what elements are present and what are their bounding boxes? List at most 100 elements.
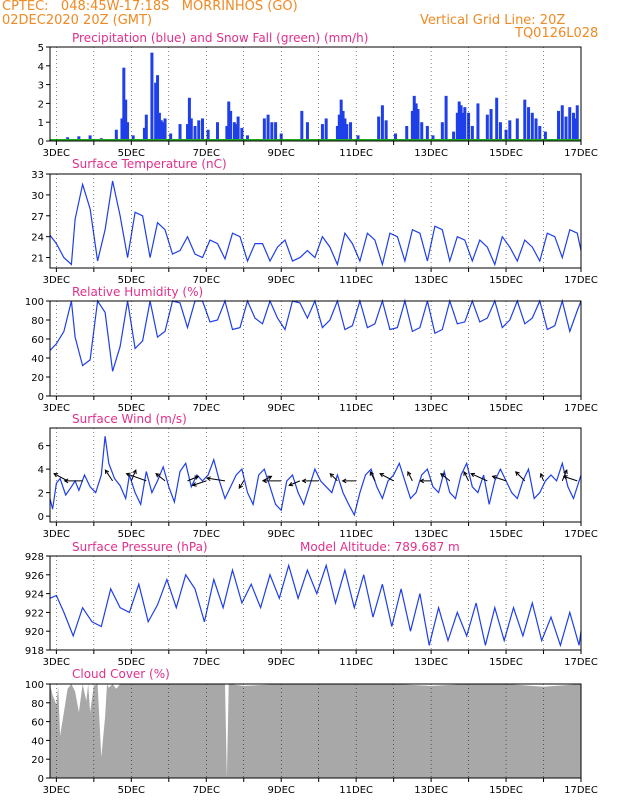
wind-vector-arrow [407, 471, 413, 482]
pressure-series-line [49, 563, 582, 648]
y-tick-label: 928 [25, 552, 44, 563]
precip-bar [163, 118, 167, 141]
cloud-plot-area [50, 684, 581, 778]
rh-title: Relative Humidity (%) [72, 285, 203, 299]
precip-bar [431, 135, 435, 141]
precip-bar [575, 105, 579, 141]
rh-panel: Relative Humidity (%) 0 20 40 60 80 100 3DEC 5DE… [25, 285, 598, 414]
x-tick-label: 9DEC [268, 657, 295, 668]
wind-vector-arrow [561, 469, 568, 482]
precip-bar [534, 118, 538, 141]
wind-vector-head [515, 471, 520, 476]
wind-vector-arrow [155, 473, 166, 482]
precip-bar [270, 122, 274, 141]
y-tick-label: 926 [25, 571, 44, 582]
wind-vector-head [463, 470, 468, 476]
cloud-cover-area [50, 684, 581, 778]
x-tick-label: 11DEC [339, 148, 373, 159]
y-tick-label: 2 [38, 99, 44, 110]
precip-bar [425, 125, 429, 141]
y-tick-label: 20 [31, 373, 44, 384]
y-tick-label: 24 [31, 233, 44, 244]
precip-bar [515, 118, 519, 141]
wind-vector-arrow [463, 471, 470, 482]
precip-bar [470, 125, 474, 141]
x-tick-label: 17DEC [564, 657, 598, 668]
y-tick-label: 80 [31, 699, 44, 710]
x-tick-label: 9DEC [268, 785, 295, 796]
precip-bar [266, 114, 270, 141]
x-tick-label: 9DEC [268, 529, 295, 540]
temp-plot-area [49, 180, 582, 267]
x-tick-label: 17DEC [564, 275, 598, 286]
x-tick-label: 13DEC [414, 403, 448, 414]
wind-vector-arrow [440, 473, 451, 482]
wind-vector-head [238, 484, 243, 489]
x-tick-label: 5DEC [118, 529, 145, 540]
wind-vector-head [288, 481, 294, 487]
header-datetime: 02DEC2020 20Z (GMT) [2, 13, 153, 28]
precip-bar [440, 122, 444, 141]
y-tick-label: 0 [38, 774, 44, 785]
precip-bar [157, 112, 161, 141]
precip-bar [349, 122, 353, 141]
x-tick-label: 13DEC [414, 657, 448, 668]
precip-bar [457, 101, 461, 141]
x-tick-label: 9DEC [268, 403, 295, 414]
wind-vector-head [104, 469, 110, 475]
precip-bar [523, 99, 527, 141]
x-tick-label: 15DEC [489, 275, 523, 286]
wind-vector-head [369, 470, 374, 476]
precip-bar [234, 124, 238, 141]
x-tick-label: 11DEC [339, 275, 373, 286]
x-tick-label: 3DEC [43, 785, 70, 796]
wind-vector-head [470, 472, 476, 478]
precip-bar [538, 125, 542, 141]
precip-bar [88, 135, 92, 141]
x-tick-label: 7DEC [193, 657, 220, 668]
y-tick-label: 60 [31, 718, 44, 729]
precip-bar [485, 114, 489, 141]
x-tick-label: 9DEC [268, 275, 295, 286]
precip-bar [384, 120, 388, 141]
precip-bar [467, 112, 471, 141]
precip-bar [572, 112, 576, 141]
y-tick-label: 0 [38, 512, 44, 523]
y-tick-label: 100 [25, 680, 44, 691]
y-tick-label: 80 [31, 316, 44, 327]
precip-bar [201, 118, 205, 141]
precip-bar [564, 116, 568, 141]
x-tick-label: 7DEC [193, 785, 220, 796]
pressure-title: Surface Pressure (hPa) [72, 540, 208, 554]
x-tick-label: 17DEC [564, 148, 598, 159]
precip-bar [498, 122, 502, 141]
precip-bar [193, 125, 197, 141]
precip-bar [377, 116, 381, 141]
precip-bar [189, 118, 193, 141]
precip-bar [508, 120, 512, 141]
x-tick-label: 11DEC [339, 403, 373, 414]
precip-bar [452, 131, 456, 141]
precip-bar [114, 129, 118, 141]
precip-bar [459, 105, 463, 141]
x-tick-label: 15DEC [489, 785, 523, 796]
x-tick-label: 17DEC [564, 403, 598, 414]
x-tick-label: 15DEC [489, 148, 523, 159]
precip-bar [262, 118, 266, 141]
x-tick-label: 3DEC [43, 403, 70, 414]
y-tick-label: 20 [31, 755, 44, 766]
precip-bar [560, 105, 564, 141]
x-tick-label: 3DEC [43, 148, 70, 159]
precip-bar [120, 118, 124, 141]
precip-bar [335, 125, 339, 141]
y-tick-label: 27 [31, 212, 44, 223]
wind-vector-arrow [540, 473, 544, 482]
precip-bar [225, 125, 229, 141]
x-tick-label: 5DEC [118, 657, 145, 668]
wind-vector-head [539, 472, 545, 478]
precip-bar [320, 124, 324, 141]
x-tick-label: 7DEC [193, 529, 220, 540]
y-tick-label: 924 [25, 590, 44, 601]
wind-vector-head [419, 478, 425, 484]
wind-vector-arrow [288, 480, 301, 486]
